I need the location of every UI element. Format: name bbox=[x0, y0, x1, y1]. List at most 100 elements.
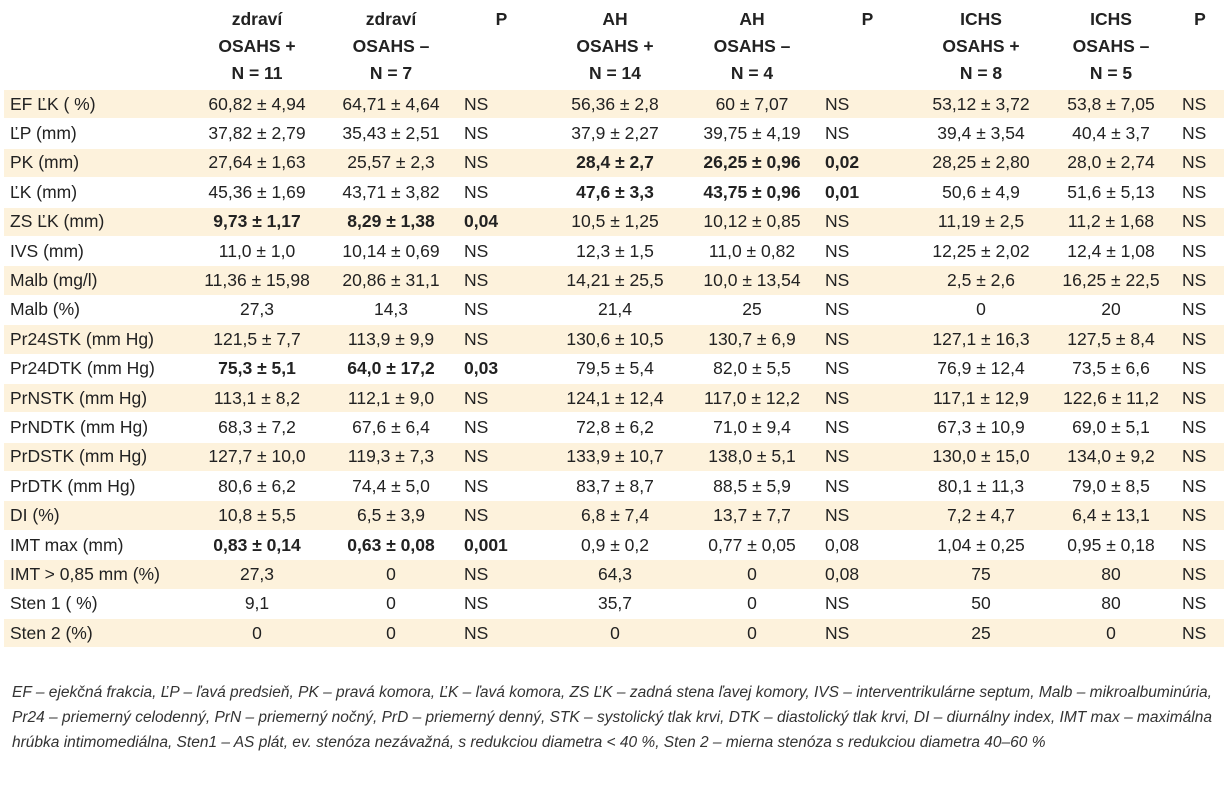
value-cell: 6,5 ± 3,9 bbox=[324, 501, 458, 531]
value-cell: 71,0 ± 9,4 bbox=[685, 413, 819, 443]
value-cell: 127,1 ± 16,3 bbox=[916, 325, 1046, 355]
p-value-cell: NS bbox=[458, 266, 545, 296]
value-cell: 27,64 ± 1,63 bbox=[190, 148, 324, 179]
table-row: EF ĽK ( %) 60,82 ± 4,94 64,71 ± 4,64 NS 56,3… bbox=[4, 90, 1224, 120]
value-cell: 50,6 ± 4,9 bbox=[916, 178, 1046, 208]
value-cell: 88,5 ± 5,9 bbox=[685, 472, 819, 502]
header-line bbox=[819, 60, 916, 87]
value-cell: 0,77 ± 0,05 bbox=[685, 531, 819, 561]
value-cell: 122,6 ± 11,2 bbox=[1046, 383, 1176, 414]
value-cell: 64,71 ± 4,64 bbox=[324, 90, 458, 120]
header-line bbox=[4, 33, 190, 60]
value-cell: 9,1 bbox=[190, 590, 324, 620]
value-cell: 47,6 ± 3,3 bbox=[545, 178, 685, 208]
row-label: IMT > 0,85 mm (%) bbox=[4, 560, 190, 590]
table-header-row: zdraví OSAHS + N = 11 zdraví OSAHS – N = 7 P AH… bbox=[4, 6, 1224, 90]
value-cell: 130,6 ± 10,5 bbox=[545, 325, 685, 355]
value-cell: 45,36 ± 1,69 bbox=[190, 178, 324, 208]
p-value-cell: NS bbox=[458, 472, 545, 502]
p-value-cell: NS bbox=[1176, 119, 1224, 149]
header-line: OSAHS – bbox=[1072, 36, 1150, 56]
value-cell: 11,0 ± 0,82 bbox=[685, 237, 819, 267]
value-cell: 138,0 ± 5,1 bbox=[685, 442, 819, 473]
value-cell: 11,36 ± 15,98 bbox=[190, 266, 324, 296]
header-line: zdraví bbox=[365, 9, 417, 29]
p-value-cell: NS bbox=[819, 119, 916, 149]
value-cell: 43,71 ± 3,82 bbox=[324, 178, 458, 208]
header-line: ICHS bbox=[1090, 9, 1132, 29]
table-body: EF ĽK ( %) 60,82 ± 4,94 64,71 ± 4,64 NS 56,3… bbox=[4, 90, 1224, 649]
value-cell: 12,3 ± 1,5 bbox=[545, 237, 685, 267]
row-label: Sten 2 (%) bbox=[4, 619, 190, 649]
value-cell: 80 bbox=[1046, 560, 1176, 590]
row-label: ZS ĽK (mm) bbox=[4, 207, 190, 237]
value-cell: 20,86 ± 31,1 bbox=[324, 266, 458, 296]
header-line: N = 4 bbox=[730, 63, 774, 83]
value-cell: 56,36 ± 2,8 bbox=[545, 90, 685, 120]
header-line bbox=[1176, 60, 1224, 87]
value-cell: 80,6 ± 6,2 bbox=[190, 472, 324, 502]
value-cell: 8,29 ± 1,38 bbox=[324, 207, 458, 237]
value-cell: 6,8 ± 7,4 bbox=[545, 501, 685, 531]
value-cell: 2,5 ± 2,6 bbox=[916, 266, 1046, 296]
row-label: Pr24STK (mm Hg) bbox=[4, 325, 190, 355]
value-cell: 124,1 ± 12,4 bbox=[545, 383, 685, 414]
value-cell: 72,8 ± 6,2 bbox=[545, 413, 685, 443]
header-cell-9: P bbox=[1176, 6, 1224, 90]
value-cell: 64,0 ± 17,2 bbox=[324, 355, 458, 384]
p-value-cell: NS bbox=[819, 90, 916, 120]
header-line: N = 5 bbox=[1089, 63, 1133, 83]
p-value-cell: NS bbox=[1176, 178, 1224, 208]
header-line: zdraví bbox=[231, 9, 283, 29]
value-cell: 10,14 ± 0,69 bbox=[324, 237, 458, 267]
p-value-cell: 0,08 bbox=[819, 560, 916, 590]
header-line: N = 14 bbox=[588, 63, 642, 83]
p-value-cell: NS bbox=[819, 266, 916, 296]
row-label: PrDSTK (mm Hg) bbox=[4, 442, 190, 473]
value-cell: 73,5 ± 6,6 bbox=[1046, 355, 1176, 384]
value-cell: 1,04 ± 0,25 bbox=[916, 531, 1046, 561]
value-cell: 12,25 ± 2,02 bbox=[916, 237, 1046, 267]
header-line bbox=[1176, 33, 1224, 60]
value-cell: 28,25 ± 2,80 bbox=[916, 148, 1046, 179]
p-value-cell: NS bbox=[819, 619, 916, 649]
value-cell: 10,12 ± 0,85 bbox=[685, 207, 819, 237]
value-cell: 6,4 ± 13,1 bbox=[1046, 501, 1176, 531]
value-cell: 76,9 ± 12,4 bbox=[916, 355, 1046, 384]
table-row: ĽP (mm) 37,82 ± 2,79 35,43 ± 2,51 NS 37,9 ± … bbox=[4, 119, 1224, 149]
table-row: PK (mm) 27,64 ± 1,63 25,57 ± 2,3 NS 28,4 ± 2… bbox=[4, 148, 1224, 179]
p-value-cell: NS bbox=[1176, 590, 1224, 620]
table-row: ZS ĽK (mm) 9,73 ± 1,17 8,29 ± 1,38 0,04 10,5… bbox=[4, 207, 1224, 237]
row-label: Pr24DTK (mm Hg) bbox=[4, 355, 190, 384]
p-value-cell: NS bbox=[819, 501, 916, 531]
value-cell: 25 bbox=[685, 296, 819, 326]
table-row: PrNSTK (mm Hg) 113,1 ± 8,2 112,1 ± 9,0 NS 12… bbox=[4, 383, 1224, 414]
value-cell: 39,4 ± 3,54 bbox=[916, 119, 1046, 149]
p-value-cell: NS bbox=[458, 413, 545, 443]
p-value-cell: NS bbox=[1176, 472, 1224, 502]
p-value-cell: NS bbox=[458, 590, 545, 620]
value-cell: 10,0 ± 13,54 bbox=[685, 266, 819, 296]
value-cell: 25,57 ± 2,3 bbox=[324, 148, 458, 179]
value-cell: 133,9 ± 10,7 bbox=[545, 442, 685, 473]
p-value-cell: NS bbox=[1176, 355, 1224, 384]
p-value-cell: 0,01 bbox=[819, 178, 916, 208]
p-value-cell: NS bbox=[1176, 501, 1224, 531]
p-value-cell: NS bbox=[1176, 531, 1224, 561]
row-label: ĽK (mm) bbox=[4, 178, 190, 208]
header-line: N = 11 bbox=[231, 63, 283, 83]
p-value-cell: NS bbox=[458, 501, 545, 531]
value-cell: 11,19 ± 2,5 bbox=[916, 207, 1046, 237]
p-value-cell: NS bbox=[1176, 325, 1224, 355]
value-cell: 74,4 ± 5,0 bbox=[324, 472, 458, 502]
row-label: Sten 1 ( %) bbox=[4, 590, 190, 620]
p-value-cell: NS bbox=[819, 413, 916, 443]
table-row: PrNDTK (mm Hg) 68,3 ± 7,2 67,6 ± 6,4 NS 72,8… bbox=[4, 413, 1224, 443]
value-cell: 119,3 ± 7,3 bbox=[324, 442, 458, 473]
p-value-cell: 0,08 bbox=[819, 531, 916, 561]
value-cell: 14,3 bbox=[324, 296, 458, 326]
value-cell: 0 bbox=[1046, 619, 1176, 649]
value-cell: 0 bbox=[685, 590, 819, 620]
value-cell: 113,9 ± 9,9 bbox=[324, 325, 458, 355]
value-cell: 79,0 ± 8,5 bbox=[1046, 472, 1176, 502]
